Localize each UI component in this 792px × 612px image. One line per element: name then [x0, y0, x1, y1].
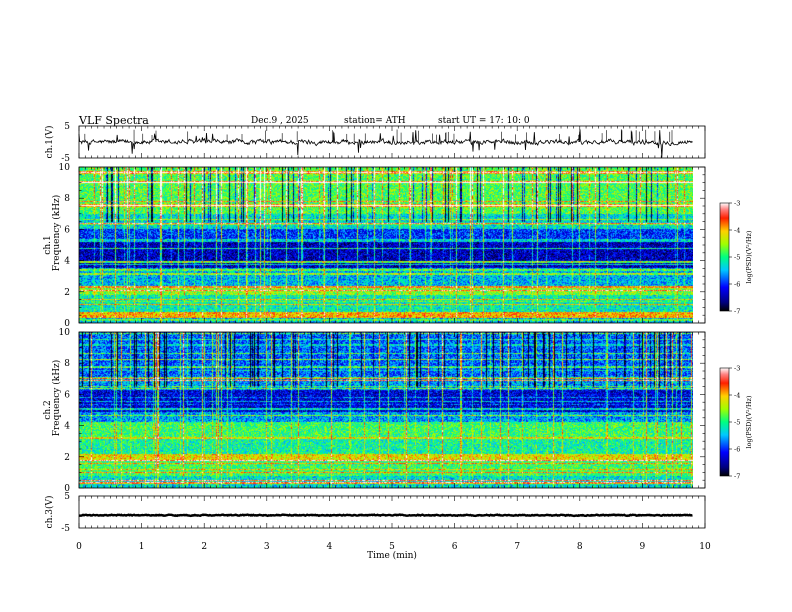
start-ut-label: start UT = 17: 10: 0: [438, 116, 530, 126]
ch2-colorbar: [719, 367, 730, 477]
ch1-colorbar-tick-label: -3: [734, 200, 740, 208]
ch2-colorbar-tick-label: -7: [734, 473, 740, 481]
x-tick-label: 2: [201, 542, 207, 552]
ch1-spec-ytick-label: 8: [64, 194, 70, 204]
ch1-waveform-panel: 5 -5 ch.1(V): [44, 122, 706, 164]
ch1-spec-ytick-label: 2: [64, 288, 70, 298]
ch2-spec-ytick-label: 0: [64, 484, 70, 494]
ch3-trace: [78, 513, 693, 518]
ch2-colorbar-tick-label: -3: [734, 365, 740, 373]
ch2-spectrogram-ylabel: Frequency (kHz): [51, 360, 62, 437]
x-tick-label: 3: [264, 542, 270, 552]
x-tick-label: 9: [640, 542, 646, 552]
x-axis: 0 1 2 3 4 5 6 7 8 9 10: [76, 542, 711, 552]
ch1-trace: [78, 129, 693, 158]
ch1-spectrogram-ylabel-channel: ch.1: [43, 235, 53, 254]
ch1-colorbar-tick-label: -5: [734, 254, 740, 262]
ch2-colorbar-tick-label: -4: [734, 392, 740, 400]
ch1-spectrogram-image: [79, 167, 693, 323]
chart-title: VLF Spectra: [78, 114, 149, 127]
ch1-spec-ytick-label: 4: [64, 257, 70, 267]
x-tick-label: 8: [577, 542, 583, 552]
ch1-colorbar-tick-label: -4: [734, 227, 740, 235]
x-tick-label: 10: [699, 542, 711, 552]
x-tick-label: 7: [514, 542, 520, 552]
ch2-spec-ytick-label: 2: [64, 453, 70, 463]
x-axis-label: Time (min): [367, 550, 417, 561]
ch1-spec-ytick-label: 6: [64, 225, 70, 235]
ch1-colorbar-label: log(PSD)(V²/Hz): [745, 230, 753, 283]
ch3-waveform-panel: 5 -5 ch.3(V): [44, 492, 706, 534]
ch2-spec-ytick-label: 10: [59, 328, 71, 338]
ch1-spectrogram-ylabel: Frequency (kHz): [51, 195, 62, 272]
ch1-ytick-top: 5: [64, 122, 70, 132]
ch1-colorbar-tick-label: -7: [734, 308, 740, 316]
ch3-ytick-top: 5: [64, 492, 70, 502]
ch1-spec-ytick-label: 0: [64, 319, 70, 329]
x-tick-label: 1: [139, 542, 145, 552]
ch1-colorbar: [719, 202, 730, 312]
ch1-spec-ytick-label: 10: [59, 163, 71, 173]
ch2-spectrogram-image: [79, 332, 693, 488]
ch1-ytick-bottom: -5: [61, 154, 70, 164]
ch2-colorbar-label: log(PSD)(V²/Hz): [745, 395, 753, 448]
x-tick-label: 4: [327, 542, 333, 552]
ch2-colorbar-tick-label: -6: [734, 446, 740, 454]
ch1-colorbar-tick-label: -6: [734, 281, 740, 289]
ch1-ylabel: ch.1(V): [44, 126, 55, 159]
ch2-spectrogram-ylabel-channel: ch.2: [43, 400, 53, 419]
ch2-spec-ytick-label: 8: [64, 359, 70, 369]
x-tick-label: 6: [452, 542, 458, 552]
ch3-ytick-bottom: -5: [61, 524, 70, 534]
ch2-spec-ytick-label: 4: [64, 422, 70, 432]
date-label: Dec.9 , 2025: [251, 116, 309, 126]
x-tick-label: 5: [389, 542, 395, 552]
station-label: station= ATH: [344, 116, 406, 126]
x-tick-label: 0: [76, 542, 82, 552]
ch3-ylabel: ch.3(V): [44, 496, 55, 529]
ch2-spec-ytick-label: 6: [64, 390, 70, 400]
ch2-colorbar-tick-label: -5: [734, 419, 740, 427]
